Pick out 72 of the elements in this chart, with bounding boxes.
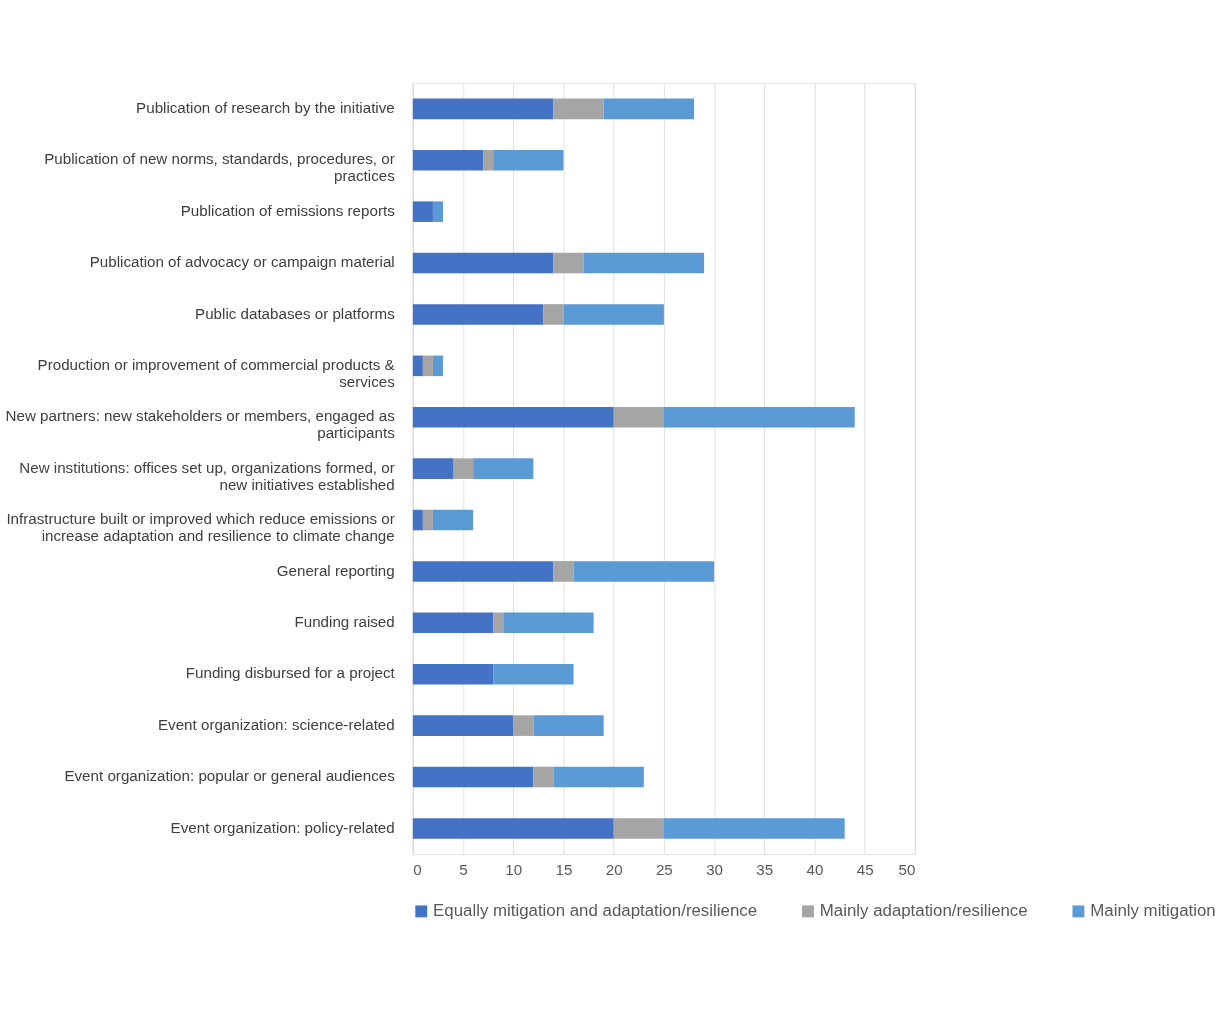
y-tick-label: Funding raised	[294, 613, 395, 631]
bar	[432, 201, 443, 222]
y-tick-label: Public databases or platforms	[195, 304, 396, 322]
bar	[543, 304, 564, 325]
y-tick-label: Infrastructure built or improved which reduce emissions or increase adaptation and resilience to climate change	[6, 510, 395, 545]
bar	[412, 98, 554, 120]
y-tick-label: Event organization: science-related	[157, 715, 395, 733]
bar	[663, 818, 845, 839]
x-tick-label: 40	[806, 860, 824, 878]
legend-label: Mainly adaptation/resilience	[819, 901, 1028, 921]
bar	[573, 561, 715, 582]
bar	[412, 561, 554, 582]
x-tick-label: 5	[459, 860, 468, 878]
bar	[412, 355, 423, 377]
x-tick-label: 20	[605, 860, 623, 878]
bar	[412, 149, 484, 171]
y-tick-label: Publication of advocacy or campaign material	[89, 253, 395, 271]
x-tick-label: 35	[756, 860, 774, 878]
y-tick-label: New institutions: offices set up, organizations formed, or new initiatives established	[19, 458, 395, 493]
bar	[483, 149, 494, 171]
y-tick-label: Production or improvement of commercial products & services	[37, 356, 396, 390]
bar	[412, 406, 614, 428]
bar	[422, 509, 433, 531]
bar	[553, 561, 574, 582]
bar	[493, 149, 564, 171]
bar	[412, 458, 454, 479]
bar	[412, 715, 514, 736]
x-tick-label: 10	[505, 860, 523, 878]
bar	[553, 98, 604, 120]
y-tick-label: Event organization: policy-related	[170, 818, 395, 836]
bar	[663, 406, 855, 428]
bar	[613, 818, 664, 839]
bar	[513, 715, 534, 736]
bar	[533, 715, 604, 736]
bar	[503, 612, 594, 634]
bar	[603, 98, 695, 120]
x-tick-label: 50	[898, 860, 916, 878]
bar	[412, 766, 534, 788]
legend-label: Mainly mitigation	[1090, 901, 1216, 921]
bar	[412, 663, 494, 685]
y-tick-label: New partners: new stakeholders or members, engaged as participants	[5, 407, 396, 442]
bar	[563, 304, 664, 325]
bar	[432, 355, 443, 377]
bar	[412, 612, 494, 634]
bar	[432, 509, 474, 531]
bar	[493, 612, 504, 634]
bar	[553, 766, 644, 788]
y-tick-label: Publication of research by the initiative	[136, 99, 395, 117]
x-tick-label: 15	[555, 860, 573, 878]
x-tick-label: 45	[856, 860, 874, 878]
x-tick-label: 30	[706, 860, 723, 878]
y-tick-label: Event organization: popular or general audiences	[64, 767, 396, 785]
y-tick-label: Funding disbursed for a project	[185, 664, 396, 682]
bar	[412, 201, 433, 222]
bar	[412, 304, 544, 325]
bar	[473, 458, 534, 479]
bar	[412, 252, 554, 274]
bar	[613, 406, 664, 428]
bar	[553, 252, 584, 274]
legend-label: Equally mitigation and adaptation/resilience	[433, 901, 758, 921]
bar	[583, 252, 705, 274]
bar	[412, 818, 614, 839]
y-tick-label: General reporting	[276, 561, 395, 579]
x-tick-label: 25	[655, 860, 673, 878]
y-tick-label: Publication of new norms, standards, procedures, or practices	[44, 150, 396, 185]
bar	[493, 663, 574, 685]
bar	[422, 355, 433, 377]
x-tick-label: 0	[413, 860, 422, 878]
y-tick-label: Publication of emissions reports	[180, 201, 396, 219]
bar	[412, 509, 423, 531]
bar	[453, 458, 474, 479]
bar	[533, 766, 554, 788]
